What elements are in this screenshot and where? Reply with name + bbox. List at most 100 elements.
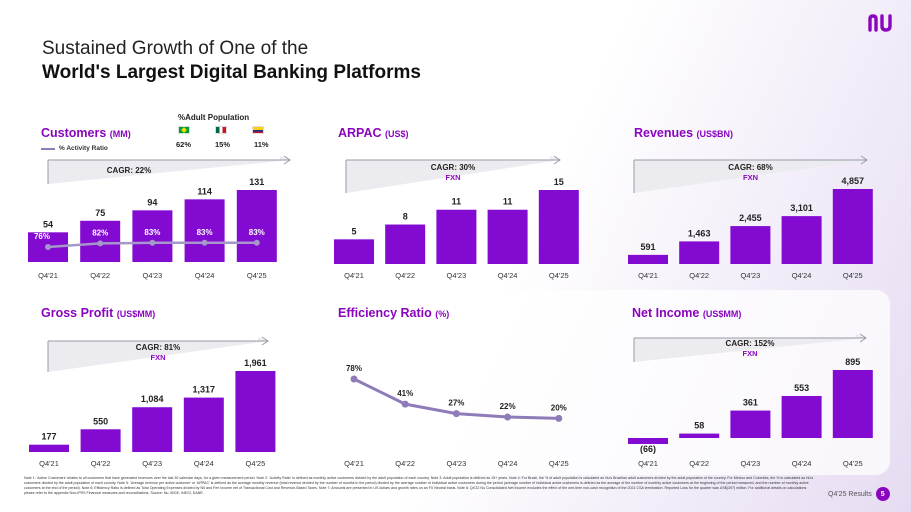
revenues-bar-4	[832, 189, 873, 264]
arpac-value-label-2: 11	[452, 197, 462, 207]
customers-activity-point-3	[201, 239, 208, 246]
efficiency-value-label-1: 41%	[397, 389, 413, 398]
arpac-cagr-label: CAGR: 30%	[431, 163, 475, 172]
gross_profit-cagr-arrow-head	[261, 336, 269, 346]
mexico-population-value: 15%	[215, 140, 231, 149]
revenues-value-label-1: 1,463	[688, 228, 711, 238]
customers-activity-point-1	[97, 240, 104, 247]
customers-tick-label-2: Q4'23	[143, 271, 163, 280]
net_income-bar-3	[781, 395, 822, 438]
efficiency-value-label-3: 22%	[500, 402, 516, 411]
customers-activity-point-2	[149, 239, 156, 246]
customers-title: Customers (MM)	[41, 126, 131, 140]
net_income-tick-label-4: Q4'25	[843, 459, 863, 468]
gross_profit-value-label-1: 550	[93, 416, 108, 426]
net_income-value-label-3: 553	[794, 383, 809, 393]
net_income-cagr-band	[634, 334, 866, 362]
arpac-tick-label-3: Q4'24	[498, 271, 518, 280]
revenues-tick-label-2: Q4'23	[741, 271, 761, 280]
efficiency-point-3	[504, 413, 512, 421]
customers-value-label-4: 131	[249, 177, 264, 187]
revenues-tick-label-1: Q4'22	[689, 271, 709, 280]
net_income-cagr-arrow-head	[859, 333, 867, 343]
customers-bar-2	[132, 210, 173, 262]
revenues-tick-label-4: Q4'25	[843, 271, 863, 280]
customers-tick-label-1: Q4'22	[90, 271, 110, 280]
efficiency-point-0	[350, 375, 358, 383]
net_income-cagr-sub: FXN	[743, 349, 758, 358]
net_income-value-label-4: 895	[845, 357, 860, 367]
gross_profit-tick-label-2: Q4'23	[142, 459, 162, 468]
revenues-value-label-2: 2,455	[739, 213, 762, 223]
arpac-bar-1	[385, 224, 426, 264]
legend-line-swatch	[41, 147, 55, 150]
customers-bar-3	[184, 199, 225, 262]
customers-activity-point-0	[45, 244, 51, 250]
customers-activity-label-4: 83%	[249, 228, 265, 237]
arpac-cagr-sub: FXN	[446, 173, 461, 182]
revenues-cagr-band	[634, 156, 867, 193]
customers-value-label-2: 94	[147, 197, 157, 207]
nu-logo-icon: nu	[868, 14, 892, 32]
customers-cagr-label: CAGR: 22%	[107, 166, 151, 175]
gross_profit-bar-3	[183, 397, 224, 452]
arpac-cagr-arrow-head	[553, 155, 561, 165]
arpac-bar-0	[334, 239, 374, 264]
page-badge-label: Q4'25 Results	[828, 490, 872, 498]
mexico-flag-icon	[215, 126, 227, 134]
gross_profit-value-label-0: 177	[41, 432, 56, 442]
customers-tick-label-0: Q4'21	[38, 271, 58, 280]
gross_profit-cagr-label: CAGR: 81%	[136, 343, 180, 352]
customers-cagr-arrow-head	[283, 155, 291, 165]
arpac-tick-label-4: Q4'25	[549, 271, 569, 280]
gross_profit-tick-label-4: Q4'25	[246, 459, 266, 468]
gross_profit-bar-1	[80, 429, 121, 452]
efficiency-ratio-title: Efficiency Ratio (%)	[338, 306, 450, 320]
efficiency-tick-label-0: Q4'21	[344, 459, 364, 468]
gross_profit-bar-2	[132, 407, 173, 452]
customers-bar-4	[236, 190, 277, 262]
arpac-bar-2	[436, 209, 477, 264]
efficiency-value-label-4: 20%	[551, 403, 567, 412]
net_income-bar-0	[628, 438, 668, 444]
page-title: Sustained Growth of One of the World's L…	[42, 37, 421, 85]
customers-tick-label-4: Q4'25	[247, 271, 267, 280]
net_income-tick-label-3: Q4'24	[792, 459, 812, 468]
gross_profit-tick-label-0: Q4'21	[39, 459, 59, 468]
efficiency-tick-label-1: Q4'22	[395, 459, 415, 468]
revenues-value-label-4: 4,857	[842, 176, 865, 186]
customers-value-label-1: 75	[95, 208, 105, 218]
customers-activity-label-1: 82%	[92, 228, 108, 237]
page-number: 5	[875, 487, 890, 501]
legend-label: % Activity Ratio	[59, 145, 108, 152]
colombia-flag-icon	[252, 126, 264, 134]
gross_profit-value-label-4: 1,961	[244, 358, 267, 368]
revenues-title: Revenues (US$BN)	[634, 126, 734, 140]
footnote-text: Note 1: 'Active Customers' relates to al…	[24, 476, 814, 495]
revenues-cagr-arrow-head	[860, 155, 868, 165]
revenues-bar-2	[730, 226, 771, 264]
net_income-tick-label-0: Q4'21	[638, 459, 658, 468]
revenues-bar-3	[781, 216, 822, 264]
customers-value-label-0: 54	[43, 219, 53, 229]
gross_profit-bar-4	[235, 371, 276, 452]
colombia-population-value: 11%	[254, 140, 269, 149]
revenues-cagr-label: CAGR: 68%	[728, 163, 772, 172]
arpac-value-label-3: 11	[503, 197, 513, 207]
arpac-tick-label-0: Q4'21	[344, 271, 364, 280]
revenues-cagr-sub: FXN	[743, 173, 758, 182]
net_income-bar-2	[730, 410, 771, 438]
gross-profit-title: Gross Profit (US$MM)	[41, 306, 156, 320]
net_income-value-label-2: 361	[743, 398, 758, 408]
net_income-bar-1	[679, 433, 720, 438]
gross_profit-value-label-3: 1,317	[193, 385, 216, 395]
arpac-value-label-0: 5	[351, 226, 356, 236]
customers-activity-label-3: 83%	[197, 228, 213, 237]
revenues-value-label-3: 3,101	[790, 203, 813, 213]
net_income-cagr-label: CAGR: 152%	[726, 339, 775, 348]
customers-activity-label-0: 76%	[34, 232, 50, 241]
brazil-population-value: 62%	[176, 140, 192, 149]
net_income-bar-4	[832, 370, 873, 438]
page-title-line-1: Sustained Growth of One of the	[42, 38, 309, 59]
